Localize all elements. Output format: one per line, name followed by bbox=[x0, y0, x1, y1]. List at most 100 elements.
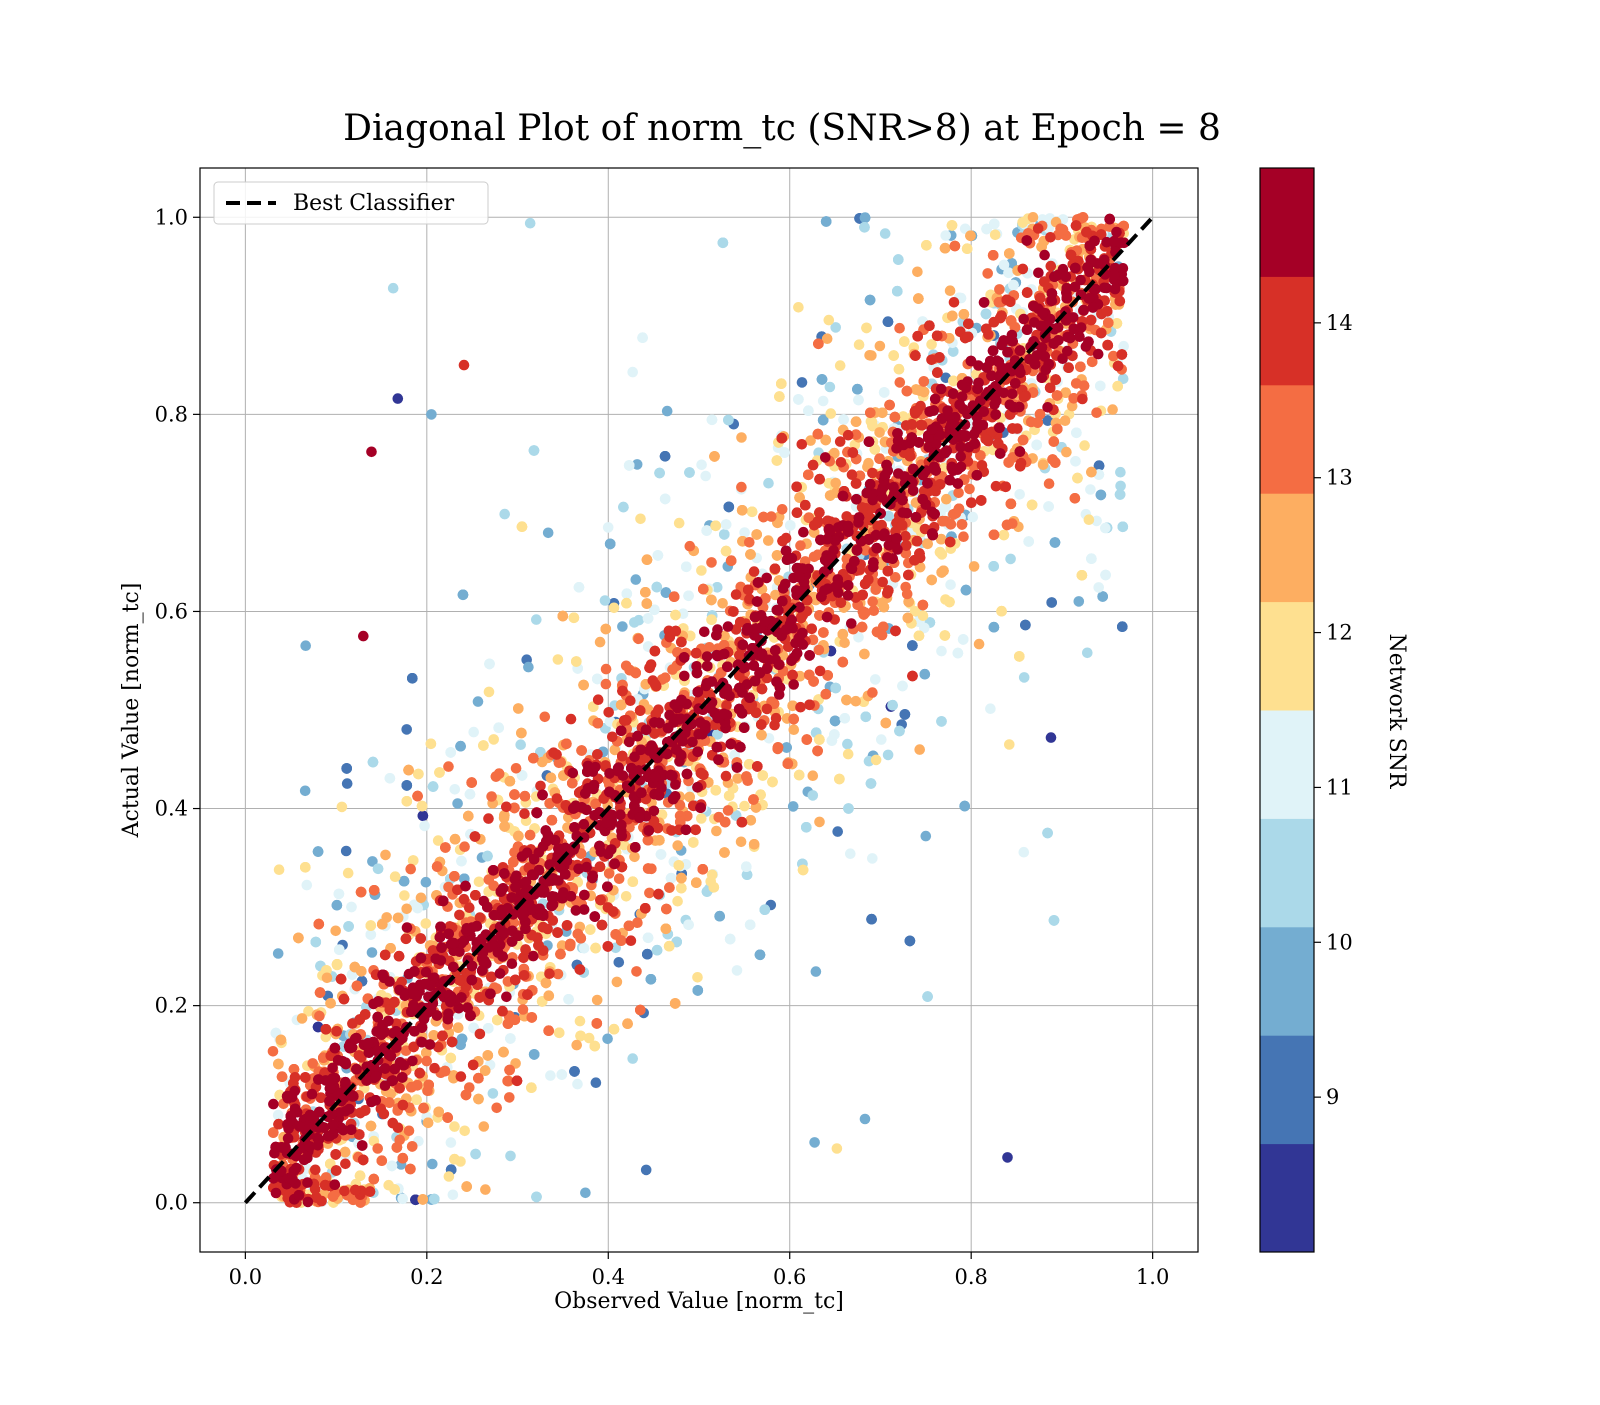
scatter-point bbox=[905, 936, 916, 947]
scatter-point bbox=[621, 891, 632, 902]
scatter-point bbox=[392, 1142, 403, 1153]
scatter-point bbox=[642, 949, 653, 960]
scatter-point bbox=[808, 770, 819, 781]
scatter-point bbox=[342, 778, 353, 789]
scatter-point bbox=[446, 1053, 457, 1064]
scatter-point bbox=[814, 645, 825, 656]
scatter-point bbox=[884, 400, 895, 411]
scatter-point bbox=[681, 562, 692, 573]
scatter-point bbox=[313, 846, 324, 857]
scatter-point bbox=[808, 790, 819, 801]
scatter-point bbox=[726, 555, 737, 566]
scatter-point bbox=[815, 666, 826, 677]
scatter-point bbox=[1031, 440, 1042, 451]
scatter-point bbox=[685, 541, 696, 552]
scatter-point bbox=[402, 780, 413, 791]
scatter-point bbox=[888, 350, 899, 361]
scatter-point bbox=[473, 1094, 484, 1105]
scatter-point bbox=[693, 985, 704, 996]
scatter-point bbox=[529, 1049, 540, 1060]
scatter-point bbox=[405, 864, 416, 875]
scatter-point bbox=[543, 1025, 554, 1036]
scatter-point bbox=[273, 1059, 284, 1070]
scatter-point bbox=[959, 309, 970, 320]
scatter-point bbox=[558, 611, 569, 622]
scatter-point bbox=[821, 216, 832, 227]
scatter-point bbox=[499, 813, 510, 824]
scatter-point bbox=[824, 315, 835, 326]
scatter-point bbox=[739, 801, 750, 812]
scatter-point bbox=[826, 408, 837, 419]
scatter-point bbox=[634, 615, 645, 626]
scatter-point bbox=[989, 219, 1000, 230]
scatter-point bbox=[751, 529, 762, 540]
scatter-point bbox=[1028, 212, 1039, 223]
scatter-point bbox=[935, 547, 946, 558]
scatter-point bbox=[746, 815, 757, 826]
scatter-point bbox=[962, 243, 973, 254]
scatter-point bbox=[994, 284, 1005, 295]
scatter-point bbox=[572, 1079, 583, 1090]
scatter-point bbox=[724, 502, 735, 513]
scatter-point bbox=[399, 890, 410, 901]
scatter-point bbox=[646, 974, 657, 985]
scatter-point bbox=[578, 680, 589, 691]
scatter-point bbox=[276, 1035, 287, 1046]
scatter-point bbox=[440, 842, 451, 853]
scatter-point bbox=[953, 648, 964, 659]
scatter-point bbox=[491, 771, 502, 782]
scatter-point bbox=[642, 598, 653, 609]
scatter-point bbox=[961, 585, 972, 596]
scatter-point bbox=[527, 1012, 538, 1023]
scatter-point bbox=[368, 757, 379, 768]
scatter-point bbox=[1084, 514, 1095, 525]
scatter-point bbox=[1086, 467, 1097, 478]
scatter-point bbox=[1005, 554, 1016, 565]
scatter-point bbox=[990, 230, 1001, 241]
scatter-point bbox=[662, 406, 673, 417]
scatter-point bbox=[277, 1071, 288, 1082]
scatter-point bbox=[814, 474, 825, 485]
scatter-point bbox=[457, 1034, 468, 1045]
scatter-point bbox=[907, 640, 918, 651]
scatter-point bbox=[1071, 378, 1082, 389]
scatter-point bbox=[839, 638, 850, 649]
scatter-point bbox=[674, 518, 685, 529]
scatter-point bbox=[1100, 570, 1111, 581]
scatter-point bbox=[565, 941, 576, 952]
scatter-point bbox=[957, 519, 968, 530]
scatter-point bbox=[602, 1034, 613, 1045]
scatter-point bbox=[793, 394, 804, 405]
scatter-point bbox=[293, 933, 304, 944]
scatter-point bbox=[601, 679, 612, 690]
scatter-point bbox=[947, 311, 958, 322]
scatter-point bbox=[725, 934, 736, 945]
scatter-point bbox=[1095, 381, 1106, 392]
scatter-point bbox=[520, 791, 531, 802]
scatter-point bbox=[913, 293, 924, 304]
scatter-point bbox=[1017, 217, 1028, 228]
scatter-point bbox=[413, 769, 424, 780]
scatter-point bbox=[627, 367, 638, 378]
scatter-point bbox=[504, 1065, 515, 1076]
scatter-point bbox=[798, 865, 809, 876]
scatter-point bbox=[940, 630, 951, 641]
scatter-point bbox=[621, 661, 632, 672]
scatter-point bbox=[268, 1046, 279, 1057]
scatter-point bbox=[367, 947, 378, 958]
scatter-point bbox=[567, 778, 578, 789]
scatter-point bbox=[590, 943, 601, 954]
scatter-point bbox=[732, 965, 743, 976]
scatter-point bbox=[711, 826, 722, 837]
scatter-point bbox=[652, 945, 663, 956]
scatter-point bbox=[718, 238, 729, 249]
scatter-point bbox=[871, 755, 882, 766]
scatter-point bbox=[576, 933, 587, 944]
scatter-point bbox=[793, 302, 804, 313]
scatter-point bbox=[818, 627, 829, 638]
scatter-point bbox=[760, 904, 771, 915]
scatter-point bbox=[852, 384, 863, 395]
scatter-point bbox=[643, 933, 654, 944]
